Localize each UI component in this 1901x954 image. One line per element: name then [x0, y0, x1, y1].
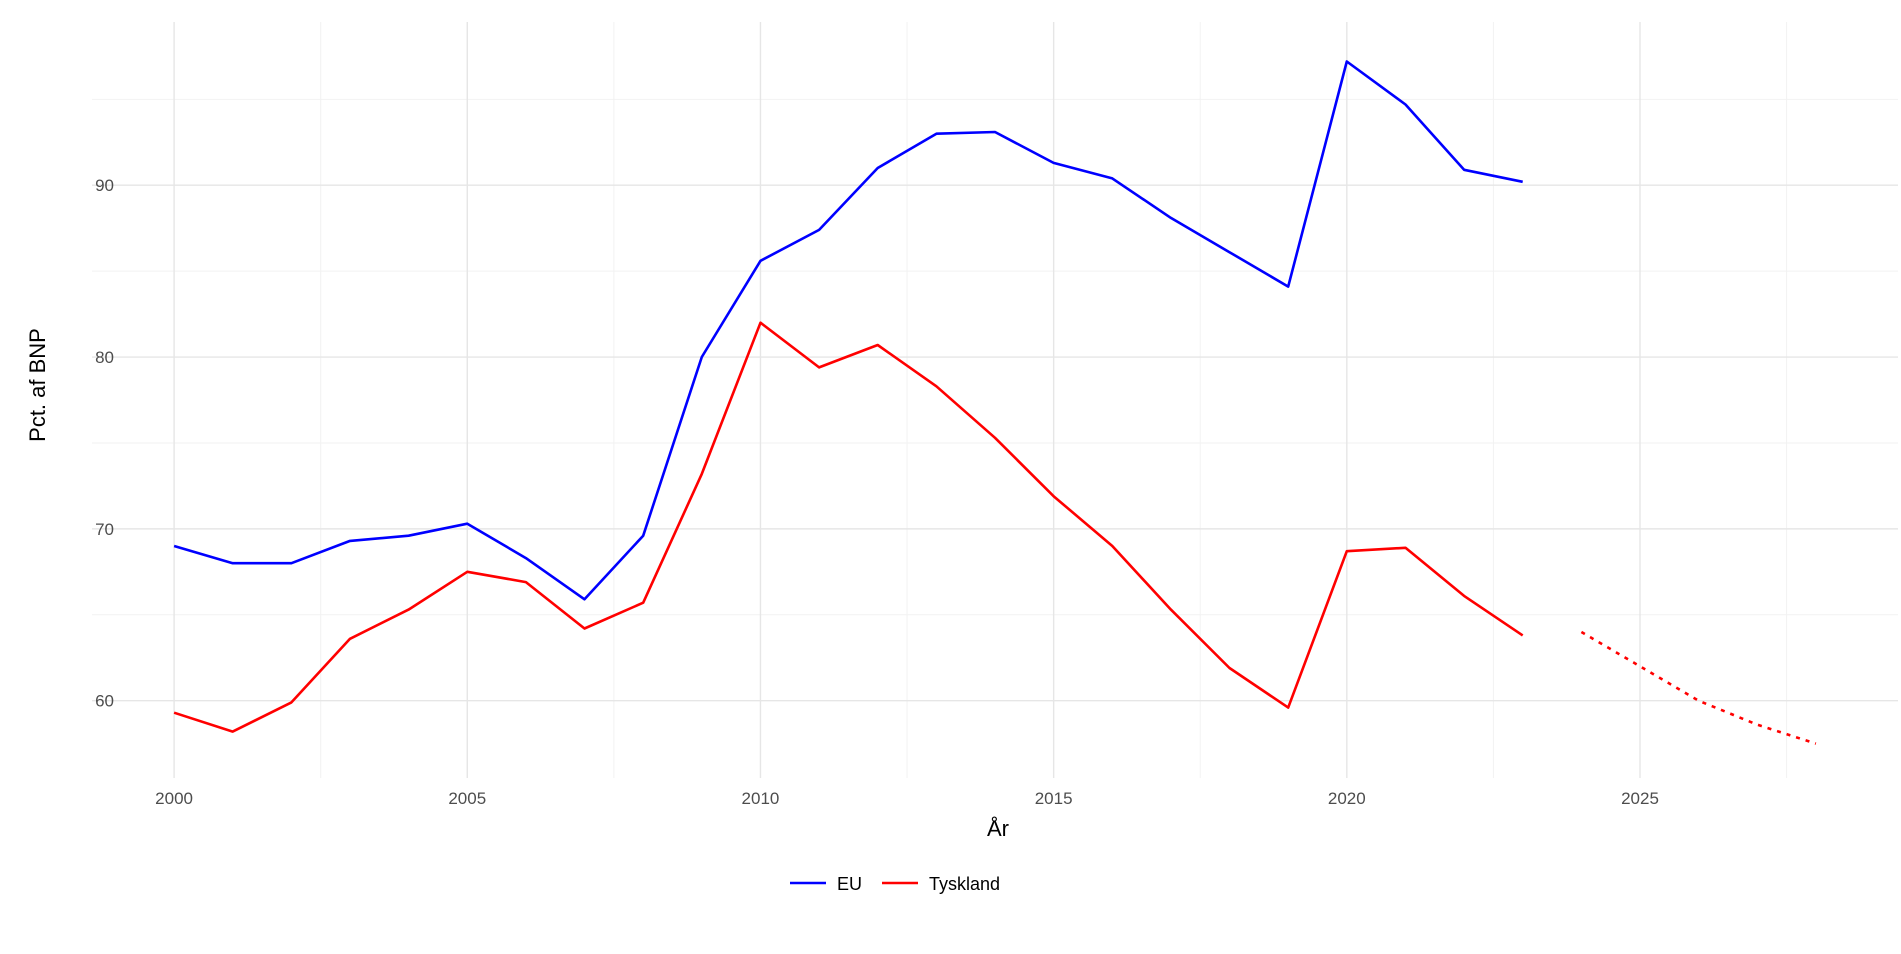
- series-lines: [173, 60, 1817, 745]
- grid: [92, 22, 1898, 778]
- legend-label-tyskland: Tyskland: [929, 874, 1000, 894]
- tick-labels: 2000 2005 2010 2015 2020 2025 60 70 80 90: [95, 176, 1659, 808]
- legend: EU Tyskland: [790, 874, 1000, 894]
- x-tick-label: 2005: [448, 789, 486, 808]
- y-axis-title: Pct. af BNP: [25, 328, 50, 442]
- x-tick-label: 2015: [1035, 789, 1073, 808]
- x-tick-label: 2010: [742, 789, 780, 808]
- x-tick-label: 2025: [1621, 789, 1659, 808]
- x-axis-title: År: [987, 816, 1009, 841]
- y-tick-label: 90: [95, 176, 114, 195]
- x-tick-label: 2000: [155, 789, 193, 808]
- y-tick-label: 70: [95, 520, 114, 539]
- series-line-eu: [173, 60, 1523, 601]
- y-tick-label: 80: [95, 348, 114, 367]
- x-tick-label: 2020: [1328, 789, 1366, 808]
- series-line-tyskland-forecast: [1580, 630, 1817, 745]
- legend-label-eu: EU: [837, 874, 862, 894]
- y-tick-label: 60: [95, 692, 114, 711]
- series-line-tyskland: [173, 321, 1524, 733]
